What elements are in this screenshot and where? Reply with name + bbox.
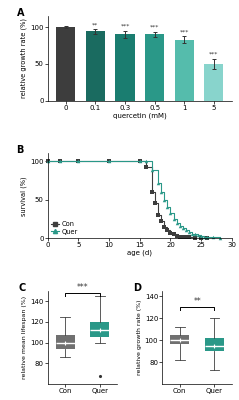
Text: **: ** [193, 297, 201, 306]
Text: A: A [16, 8, 24, 18]
Bar [175, 40, 194, 101]
X-axis label: age (d): age (d) [127, 250, 152, 256]
X-axis label: quercetin (mM): quercetin (mM) [113, 112, 167, 119]
Text: ***: *** [77, 283, 88, 292]
Bar [86, 32, 105, 101]
PathPatch shape [170, 335, 189, 344]
Text: ***: *** [209, 52, 218, 56]
Y-axis label: relative mean lifespan (%): relative mean lifespan (%) [22, 296, 27, 379]
Text: ***: *** [120, 24, 130, 29]
Y-axis label: relative growth rate (%): relative growth rate (%) [137, 300, 142, 375]
Text: ***: *** [179, 29, 189, 34]
Bar [56, 27, 76, 101]
Text: **: ** [92, 22, 98, 27]
Legend: Con, Quer: Con, Quer [51, 222, 77, 235]
PathPatch shape [205, 338, 224, 351]
Text: ***: *** [150, 25, 159, 30]
PathPatch shape [90, 322, 109, 337]
PathPatch shape [56, 335, 75, 349]
Text: C: C [19, 283, 26, 293]
Bar [145, 34, 164, 101]
Y-axis label: survival (%): survival (%) [21, 176, 27, 216]
Bar [115, 34, 135, 101]
Text: B: B [16, 145, 24, 155]
Bar [204, 64, 223, 101]
Y-axis label: relative growth rate (%): relative growth rate (%) [21, 18, 27, 98]
Text: D: D [133, 283, 141, 293]
